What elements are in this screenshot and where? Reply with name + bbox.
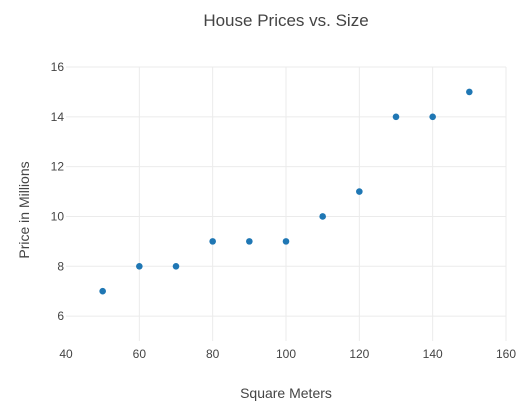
data-point <box>172 262 180 270</box>
y-axis-title: Price in Millions <box>16 161 32 258</box>
y-tick-label: 8 <box>57 259 64 273</box>
data-point <box>356 188 363 195</box>
y-tick-label: 10 <box>51 209 65 223</box>
data-point <box>319 213 326 220</box>
x-tick-label: 100 <box>276 347 296 361</box>
data-point <box>99 287 106 295</box>
data-point <box>246 238 253 245</box>
x-tick-label: 140 <box>423 347 443 361</box>
tick-labels: 40 60 80 100 120 140 160 6 8 10 12 14 16 <box>51 60 517 361</box>
y-tick-label: 12 <box>51 160 65 174</box>
x-tick-label: 40 <box>59 347 73 361</box>
x-tick-label: 60 <box>133 347 147 361</box>
data-point <box>136 262 143 270</box>
data-point <box>392 113 400 121</box>
y-tick-label: 6 <box>57 309 64 323</box>
x-tick-label: 160 <box>496 347 516 361</box>
data-point <box>282 238 290 245</box>
data-points <box>99 88 473 295</box>
x-tick-label: 120 <box>349 347 369 361</box>
chart-title: House Prices vs. Size <box>203 11 368 30</box>
data-point <box>466 88 473 96</box>
x-axis-title: Square Meters <box>240 385 332 401</box>
x-tick-label: 80 <box>206 347 220 361</box>
data-point <box>209 238 216 245</box>
data-point <box>429 113 436 121</box>
y-tick-label: 14 <box>51 110 65 124</box>
y-tick-label: 16 <box>51 60 65 74</box>
grid-lines <box>66 66 507 341</box>
